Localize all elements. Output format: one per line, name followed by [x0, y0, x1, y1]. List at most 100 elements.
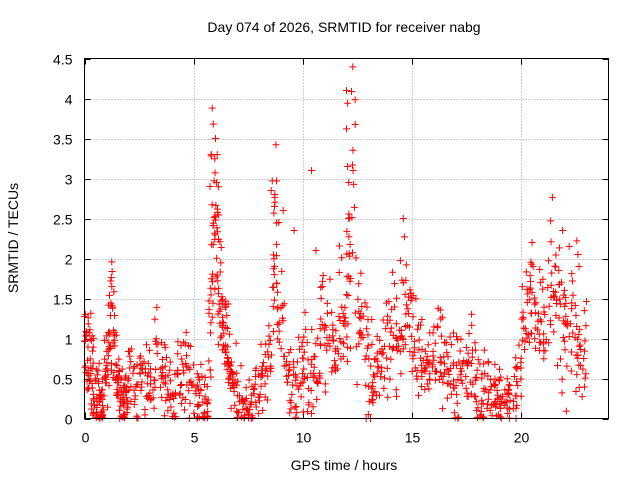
data-point [87, 364, 95, 372]
data-point [468, 353, 476, 361]
data-point [484, 395, 492, 403]
data-point [379, 316, 387, 324]
data-point [293, 373, 301, 381]
data-point [399, 345, 407, 353]
data-point [242, 395, 250, 403]
data-point [113, 362, 121, 370]
data-point [184, 364, 192, 372]
data-point [532, 309, 540, 317]
data-point [237, 362, 245, 370]
data-point [450, 409, 458, 417]
data-point [405, 323, 413, 331]
data-point [280, 300, 288, 308]
plot-frame [84, 58, 609, 419]
data-point [286, 366, 294, 374]
data-point [582, 297, 590, 305]
data-point [164, 386, 172, 394]
data-point [275, 327, 283, 335]
data-point [204, 396, 212, 404]
data-point [464, 349, 472, 357]
data-point [392, 392, 400, 400]
data-point [536, 266, 544, 274]
data-point-outlier [213, 179, 221, 186]
data-point [350, 180, 358, 188]
data-point [471, 339, 479, 347]
data-point [472, 376, 480, 384]
data-point [307, 360, 315, 368]
data-point [338, 303, 346, 311]
data-point [339, 309, 347, 317]
data-point [560, 337, 568, 345]
data-point [442, 339, 450, 347]
data-point [437, 332, 445, 340]
data-point [556, 295, 564, 303]
data-point [497, 373, 505, 381]
data-point [524, 290, 532, 298]
data-point [108, 359, 116, 367]
y-tick-label: 4 [65, 92, 73, 108]
data-point [267, 351, 275, 359]
data-point [562, 407, 570, 415]
data-point [582, 322, 590, 330]
data-point [531, 335, 539, 343]
data-point [365, 355, 373, 363]
data-point [540, 347, 548, 355]
data-point-outlier [82, 311, 90, 318]
data-point [474, 404, 482, 412]
data-point [369, 371, 377, 379]
data-point [190, 361, 198, 369]
data-point [484, 372, 492, 380]
data-point [227, 404, 235, 412]
data-point [103, 365, 111, 373]
data-point [177, 399, 185, 407]
data-point [453, 399, 461, 407]
data-point [557, 355, 565, 363]
data-point [241, 396, 249, 404]
data-point [438, 313, 446, 321]
data-point [222, 324, 230, 332]
data-point [301, 308, 309, 316]
data-point [235, 392, 243, 400]
data-point [315, 372, 323, 380]
data-point [177, 381, 185, 389]
data-point [429, 347, 437, 355]
data-point [343, 343, 351, 351]
data-point [302, 325, 310, 333]
data-point [321, 388, 329, 396]
data-point [166, 395, 174, 403]
chart-title: Day 074 of 2026, SRMTID for receiver nab… [207, 19, 480, 35]
data-point [577, 346, 585, 354]
data-point [84, 320, 92, 328]
data-point [170, 409, 178, 417]
data-point [468, 321, 476, 329]
data-point [242, 384, 250, 392]
data-point [154, 340, 162, 348]
data-point [166, 377, 174, 385]
y-tick-label: 0 [65, 412, 73, 428]
data-point [392, 386, 400, 394]
data-point [545, 302, 553, 310]
data-point [182, 360, 190, 368]
data-point [433, 324, 441, 332]
data-point [257, 373, 265, 381]
data-point [252, 373, 260, 381]
data-point [105, 346, 113, 354]
data-point [454, 336, 462, 344]
data-point [211, 285, 219, 293]
data-point [557, 278, 565, 286]
data-point [561, 293, 569, 301]
data-point [346, 344, 354, 352]
data-point [406, 347, 414, 355]
data-point [414, 325, 422, 333]
data-point [581, 347, 589, 355]
data-point [104, 352, 112, 360]
data-point [390, 280, 398, 288]
data-point [568, 277, 576, 285]
data-point [545, 339, 553, 347]
data-point [376, 336, 384, 344]
data-point [288, 390, 296, 398]
data-point [426, 329, 434, 337]
data-point [258, 362, 266, 370]
data-point [350, 203, 358, 211]
